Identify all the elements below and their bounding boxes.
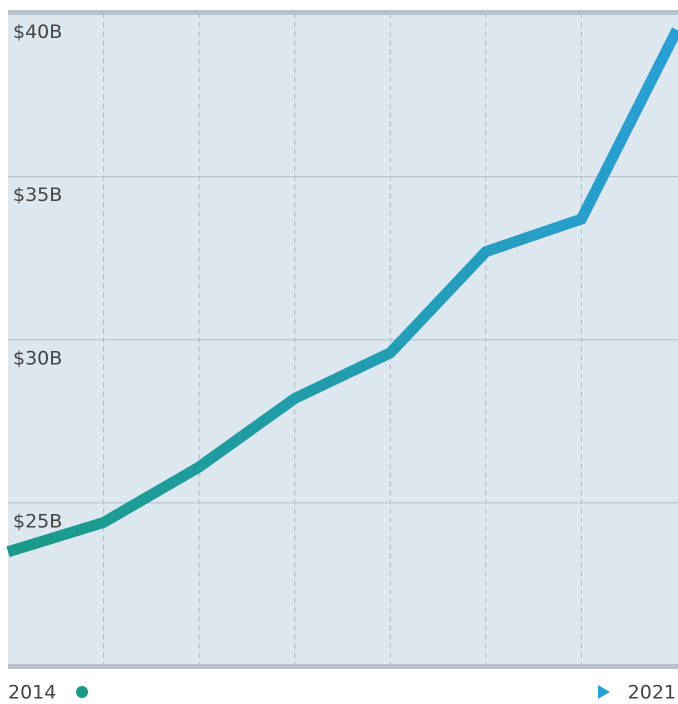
plot-area: [8, 12, 678, 666]
y-tick-label: $40B: [13, 21, 62, 43]
top-border: [8, 10, 678, 15]
y-tick-label: $35B: [13, 184, 62, 206]
y-tick-label: $30B: [13, 347, 62, 369]
x-start-label: 2014: [8, 682, 56, 704]
arrow-head: [598, 685, 610, 699]
bottom-border: [8, 664, 678, 669]
y-tick-label: $25B: [13, 510, 62, 532]
line: [6, 27, 678, 558]
x-end-label: 2021: [628, 682, 676, 704]
arrow-start: [76, 686, 88, 698]
